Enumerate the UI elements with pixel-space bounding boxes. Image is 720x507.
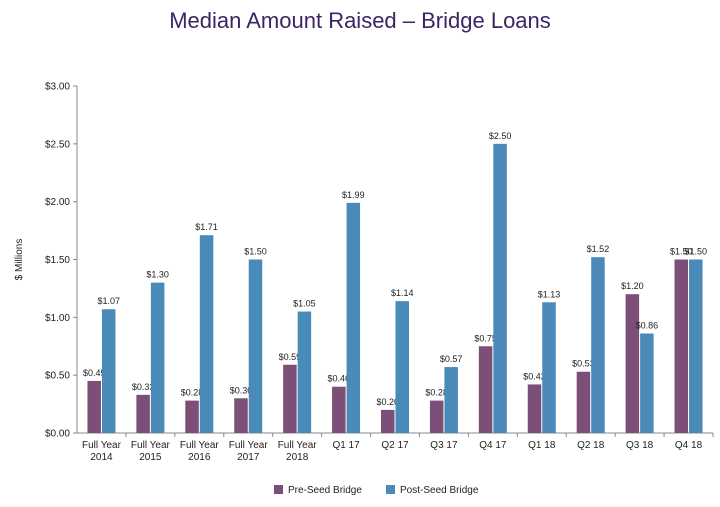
data-label-pre-seed: $0.45 xyxy=(83,368,106,378)
legend-label-post-seed: Post-Seed Bridge xyxy=(400,485,479,496)
data-label-post-seed: $1.05 xyxy=(293,299,316,309)
data-label-pre-seed: $0.40 xyxy=(328,374,351,384)
bar-post-seed xyxy=(542,302,556,433)
data-label-pre-seed: $0.28 xyxy=(181,388,204,398)
y-tick-label: $0.00 xyxy=(45,429,70,440)
bar-post-seed xyxy=(444,367,458,433)
y-tick-label: $2.00 xyxy=(45,197,70,208)
y-tick-label: $3.00 xyxy=(45,82,70,93)
bar-pre-seed xyxy=(674,259,689,433)
x-category-label: Full Year xyxy=(278,440,318,451)
x-category-label: Full Year xyxy=(180,440,220,451)
bar-pre-seed xyxy=(136,394,150,433)
bar-pre-seed xyxy=(576,371,591,433)
x-category-label: 2014 xyxy=(90,452,113,463)
bar-post-seed xyxy=(248,259,263,433)
x-category-label: 2015 xyxy=(139,452,162,463)
y-tick-label: $0.50 xyxy=(45,371,70,382)
data-label-post-seed: $1.71 xyxy=(195,222,218,232)
data-label-pre-seed: $1.20 xyxy=(621,281,644,291)
x-category-label: Q1 18 xyxy=(528,440,556,451)
bar-post-seed xyxy=(199,235,214,433)
bar-post-seed xyxy=(640,333,654,433)
bar-pre-seed xyxy=(234,398,248,433)
data-label-pre-seed: $0.59 xyxy=(279,352,302,362)
x-category-label: Q3 17 xyxy=(430,440,458,451)
data-label-post-seed: $0.57 xyxy=(440,354,463,364)
bar-post-seed xyxy=(101,309,116,433)
bar-post-seed xyxy=(150,282,165,433)
data-label-post-seed: $1.07 xyxy=(97,296,120,306)
data-label-pre-seed: $1.50 xyxy=(670,247,693,257)
data-label-pre-seed: $0.30 xyxy=(230,385,253,395)
data-label-post-seed: $1.99 xyxy=(342,190,365,200)
data-label-pre-seed: $0.33 xyxy=(132,382,155,392)
legend-label-pre-seed: Pre-Seed Bridge xyxy=(288,485,362,496)
bar-post-seed xyxy=(591,257,605,433)
legend-swatch-post-seed xyxy=(386,485,395,494)
bar-pre-seed xyxy=(429,400,444,433)
x-category-label: Full Year xyxy=(229,440,269,451)
data-label-post-seed: $1.50 xyxy=(685,247,708,257)
x-category-label: Q1 17 xyxy=(332,440,360,451)
x-category-label: Full Year xyxy=(82,440,122,451)
data-label-pre-seed: $0.20 xyxy=(376,397,399,407)
data-label-post-seed: $1.13 xyxy=(538,289,561,299)
data-label-post-seed: $1.14 xyxy=(391,288,414,298)
bar-post-seed xyxy=(493,143,507,434)
x-category-label: Full Year xyxy=(131,440,171,451)
x-category-label: 2017 xyxy=(237,452,260,463)
bar-post-seed xyxy=(297,311,312,433)
x-category-label: 2016 xyxy=(188,452,211,463)
bar-pre-seed xyxy=(87,380,101,433)
data-label-post-seed: $1.50 xyxy=(244,247,267,257)
bar-post-seed xyxy=(689,259,703,433)
bar-pre-seed xyxy=(527,384,542,433)
x-category-label: Q4 17 xyxy=(479,440,507,451)
y-tick-label: $1.00 xyxy=(45,313,70,324)
x-category-label: Q2 17 xyxy=(381,440,409,451)
data-label-pre-seed: $0.42 xyxy=(523,371,546,381)
y-tick-label: $2.50 xyxy=(45,139,70,150)
bar-pre-seed xyxy=(625,294,640,433)
chart-title: Median Amount Raised – Bridge Loans xyxy=(169,8,551,33)
x-category-label: Q4 18 xyxy=(675,440,703,451)
bar-pre-seed xyxy=(381,409,395,433)
bar-pre-seed xyxy=(478,346,493,433)
x-category-label: Q2 18 xyxy=(577,440,605,451)
data-label-post-seed: $2.50 xyxy=(489,131,512,141)
bar-post-seed xyxy=(395,301,409,433)
data-label-pre-seed: $0.75 xyxy=(474,333,497,343)
bar-pre-seed xyxy=(332,386,346,433)
y-axis-title: $ Millions xyxy=(14,239,25,281)
data-label-pre-seed: $0.28 xyxy=(425,388,448,398)
x-category-label: 2018 xyxy=(286,452,309,463)
bar-pre-seed xyxy=(283,364,297,433)
legend-swatch-pre-seed xyxy=(274,485,283,494)
bar-pre-seed xyxy=(185,400,199,433)
data-label-post-seed: $1.30 xyxy=(146,270,169,280)
data-label-post-seed: $0.86 xyxy=(636,321,659,331)
y-tick-label: $1.50 xyxy=(45,255,70,266)
bar-post-seed xyxy=(346,202,361,433)
data-label-post-seed: $1.52 xyxy=(587,244,610,254)
data-label-pre-seed: $0.53 xyxy=(572,359,595,369)
x-category-label: Q3 18 xyxy=(626,440,654,451)
